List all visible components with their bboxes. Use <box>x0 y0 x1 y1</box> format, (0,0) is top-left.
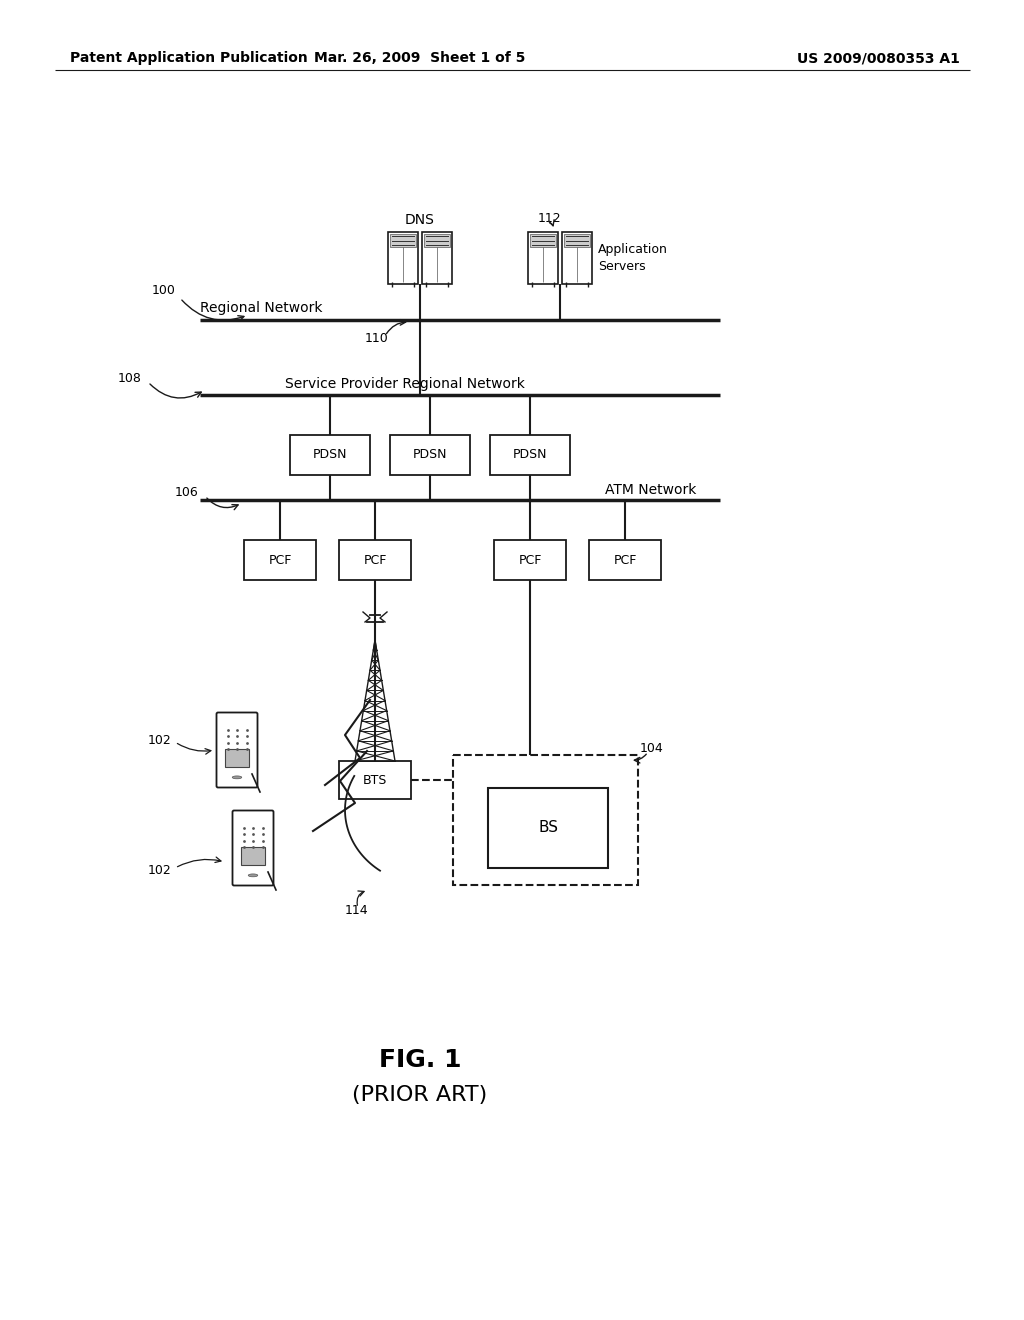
Text: PDSN: PDSN <box>513 449 547 462</box>
Text: FIG. 1: FIG. 1 <box>379 1048 461 1072</box>
Bar <box>242 846 265 865</box>
Text: BTS: BTS <box>362 774 387 787</box>
Text: US 2009/0080353 A1: US 2009/0080353 A1 <box>797 51 961 65</box>
Ellipse shape <box>248 874 258 876</box>
Bar <box>390 436 470 475</box>
Bar <box>244 540 316 579</box>
Text: PDSN: PDSN <box>413 449 447 462</box>
Text: PCF: PCF <box>268 553 292 566</box>
Bar <box>564 234 590 247</box>
Text: Mar. 26, 2009  Sheet 1 of 5: Mar. 26, 2009 Sheet 1 of 5 <box>314 51 525 65</box>
Text: Application: Application <box>598 243 668 256</box>
Text: BS: BS <box>538 821 558 836</box>
Text: 100: 100 <box>152 284 176 297</box>
Bar <box>225 748 249 767</box>
Text: Patent Application Publication: Patent Application Publication <box>70 51 308 65</box>
Text: DNS: DNS <box>406 213 435 227</box>
Bar <box>490 436 570 475</box>
Bar <box>562 232 592 284</box>
Text: PCF: PCF <box>364 553 387 566</box>
Text: 114: 114 <box>345 903 369 916</box>
Text: 110: 110 <box>365 331 389 345</box>
Text: Servers: Servers <box>598 260 645 272</box>
Text: 106: 106 <box>175 487 199 499</box>
Text: Regional Network: Regional Network <box>200 301 323 315</box>
Bar <box>488 788 608 869</box>
Text: 102: 102 <box>148 734 172 747</box>
Text: 102: 102 <box>148 863 172 876</box>
Bar <box>589 540 662 579</box>
Text: (PRIOR ART): (PRIOR ART) <box>352 1085 487 1105</box>
Text: Service Provider Regional Network: Service Provider Regional Network <box>285 378 525 391</box>
Bar <box>290 436 370 475</box>
Bar <box>339 762 411 799</box>
Text: PCF: PCF <box>613 553 637 566</box>
Ellipse shape <box>232 776 242 779</box>
FancyBboxPatch shape <box>216 713 257 788</box>
Bar <box>530 234 556 247</box>
Text: 104: 104 <box>640 742 664 755</box>
Text: PCF: PCF <box>518 553 542 566</box>
Bar <box>388 232 418 284</box>
Text: ATM Network: ATM Network <box>605 483 696 498</box>
Bar <box>390 234 416 247</box>
Bar <box>339 540 411 579</box>
Bar <box>528 232 558 284</box>
Bar <box>422 232 452 284</box>
Text: 112: 112 <box>538 211 561 224</box>
Text: PDSN: PDSN <box>312 449 347 462</box>
Bar <box>424 234 450 247</box>
FancyBboxPatch shape <box>232 810 273 886</box>
Bar <box>453 755 638 884</box>
Bar <box>494 540 566 579</box>
Text: 108: 108 <box>118 371 142 384</box>
